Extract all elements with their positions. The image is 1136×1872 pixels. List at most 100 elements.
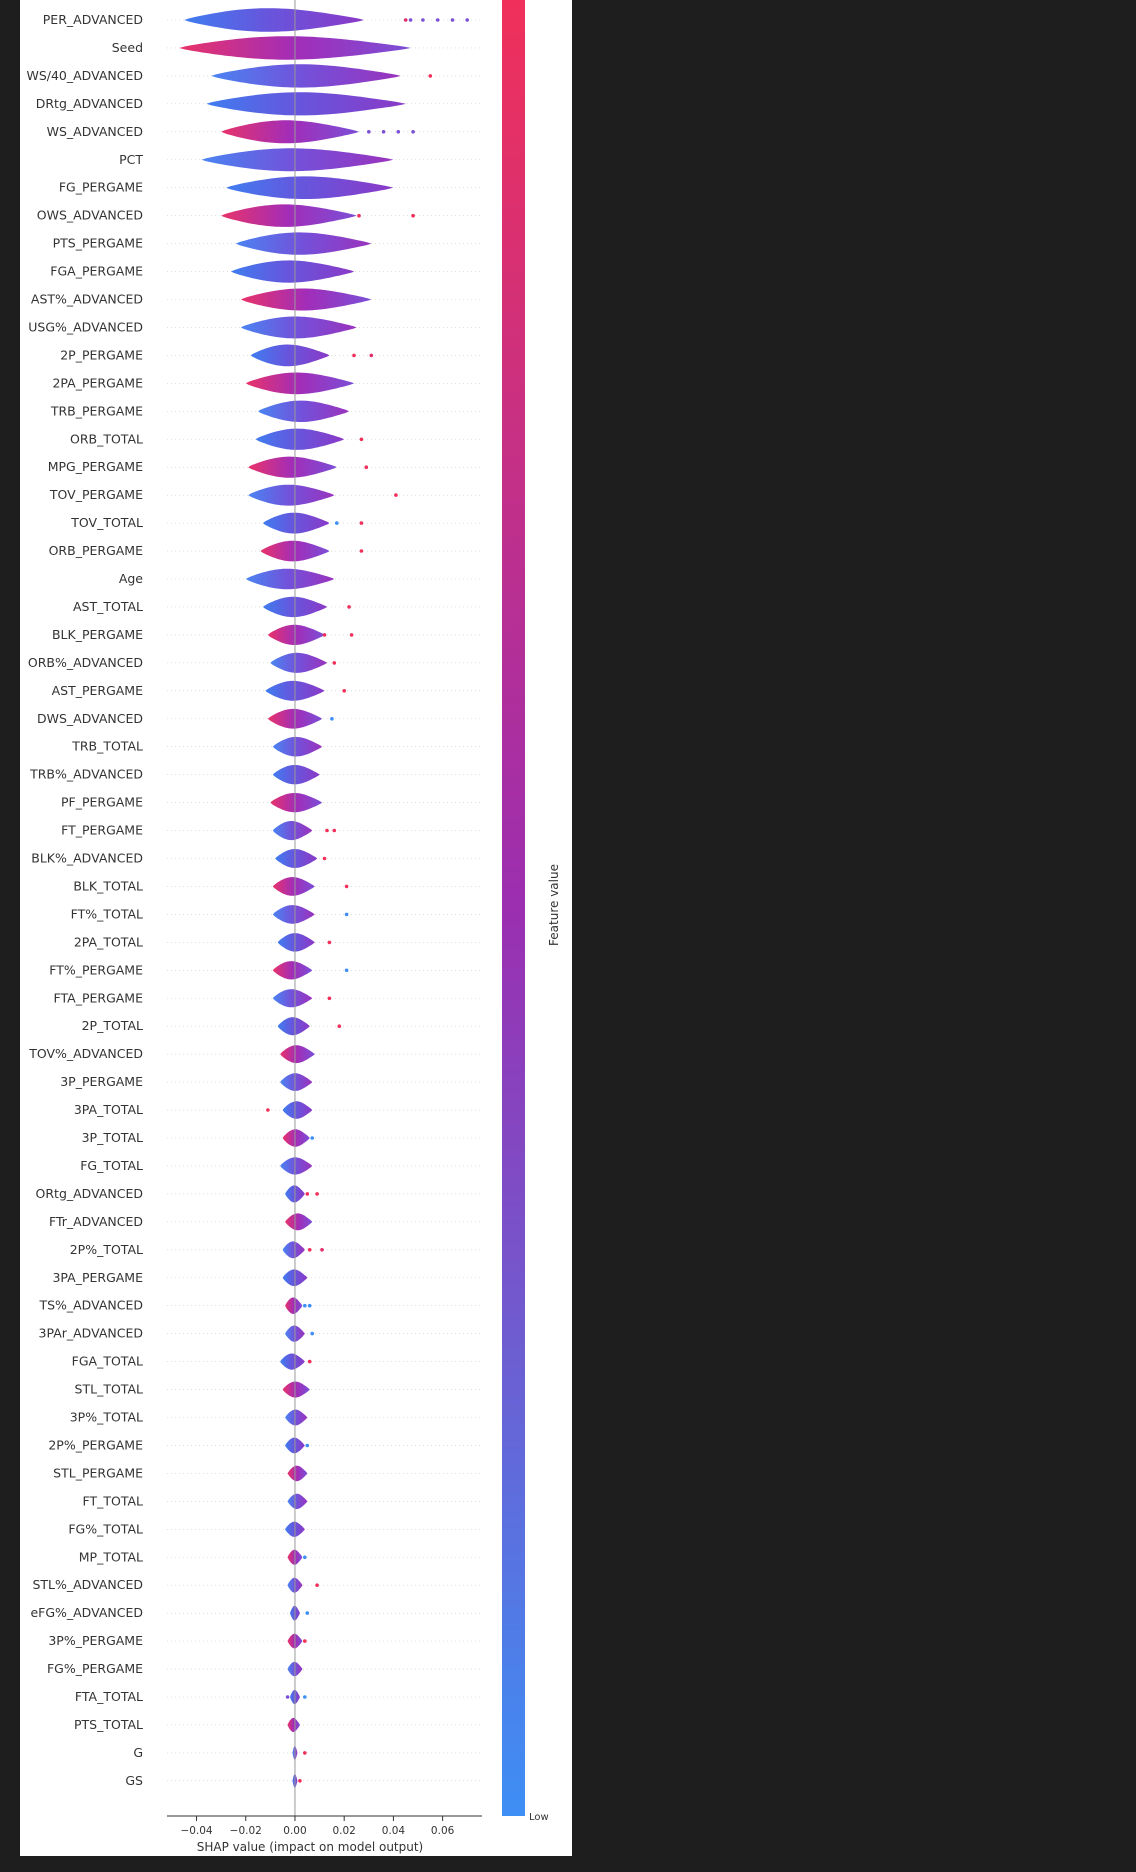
outlier-point <box>298 1779 302 1783</box>
violin-fga-pergame <box>231 260 354 283</box>
feature-label: 2P%_TOTAL <box>70 1242 143 1257</box>
feature-label: PTS_TOTAL <box>74 1717 143 1732</box>
feature-label: FTr_ADVANCED <box>49 1214 143 1229</box>
violin-ft-total <box>287 1493 308 1509</box>
feature-label: 2PA_TOTAL <box>74 934 143 949</box>
violin-stl-pergame <box>287 1465 308 1482</box>
feature-label: ORB_TOTAL <box>70 431 143 446</box>
feature-label: 2P_TOTAL <box>82 1018 143 1033</box>
feature-label: STL_TOTAL <box>75 1382 143 1397</box>
outlier-point <box>359 521 364 525</box>
feature-label: TS%_ADVANCED <box>38 1298 143 1313</box>
violin-pf-pergame <box>270 793 322 813</box>
outlier-point <box>411 130 415 134</box>
feature-label: FG%_PERGAME <box>47 1661 143 1676</box>
violin-blk-total <box>272 877 315 896</box>
feature-label: TRB%_ADVANCED <box>29 767 143 782</box>
violin-trb-pergame <box>258 400 350 422</box>
violin-2p-total <box>277 1017 310 1036</box>
x-axis-label: SHAP value (impact on model output) <box>197 1840 424 1854</box>
x-tick-label: −0.02 <box>230 1825 262 1837</box>
feature-label: 3PAr_ADVANCED <box>39 1326 144 1341</box>
feature-label: WS_ADVANCED <box>47 124 143 139</box>
feature-label: FT_PERGAME <box>61 823 143 838</box>
violin-3pa-total <box>282 1101 313 1119</box>
outlier-point <box>359 437 364 442</box>
feature-label: FT%_TOTAL <box>71 906 143 921</box>
outlier-point <box>307 1359 312 1364</box>
feature-label: 3P_PERGAME <box>60 1074 143 1089</box>
outlier-point <box>322 633 327 637</box>
violin-tov-total <box>263 512 330 534</box>
feature-label: FG%_TOTAL <box>68 1521 143 1536</box>
outlier-point <box>327 940 332 945</box>
violin-ws-40-advanced <box>211 64 401 88</box>
outlier-point <box>307 1303 312 1308</box>
outlier-point <box>421 18 425 22</box>
outlier-point <box>332 828 337 833</box>
feature-label: STL%_ADVANCED <box>32 1577 143 1592</box>
violin-orb-advanced <box>270 652 327 673</box>
x-tick-label: 0.02 <box>332 1825 355 1837</box>
colorbar-low-label: Low <box>529 1812 549 1823</box>
violin-fg-total <box>280 1157 313 1175</box>
feature-label: ORB_PERGAME <box>49 543 143 558</box>
outlier-point <box>303 1639 307 1643</box>
outlier-point <box>344 912 349 917</box>
feature-label: FGA_PERGAME <box>50 264 143 279</box>
feature-label: eFG%_ADVANCED <box>30 1605 143 1620</box>
feature-label: STL_PERGAME <box>53 1465 143 1480</box>
feature-label: 3P_TOTAL <box>82 1130 143 1145</box>
colorbar-title: Feature value <box>547 864 561 946</box>
violin-mpg-pergame <box>248 456 337 478</box>
outlier-point <box>303 1303 307 1308</box>
colorbar <box>502 0 525 1816</box>
feature-label: BLK%_ADVANCED <box>31 851 143 866</box>
outlier-point <box>325 828 329 833</box>
x-tick-label: −0.04 <box>180 1825 212 1837</box>
violin-pct <box>201 148 394 172</box>
feature-label: FGA_TOTAL <box>72 1354 143 1369</box>
feature-label: ORB%_ADVANCED <box>28 655 143 670</box>
violin-3p-pergame <box>280 1073 313 1091</box>
feature-label: PF_PERGAME <box>61 795 143 810</box>
outlier-point <box>349 633 354 637</box>
violin-pts-pergame <box>235 232 372 255</box>
violin-per-advanced <box>184 8 364 32</box>
outlier-point <box>337 1024 342 1028</box>
feature-label: PTS_PERGAME <box>53 236 144 251</box>
feature-label: FG_TOTAL <box>80 1158 143 1173</box>
outlier-point <box>357 213 361 218</box>
violin-ast-advanced <box>240 288 372 311</box>
violin-ftr-advanced <box>285 1213 313 1231</box>
outlier-point <box>305 1192 310 1196</box>
feature-label: 3PA_TOTAL <box>74 1102 143 1117</box>
outlier-point <box>344 884 349 889</box>
outlier-point <box>347 605 351 609</box>
violin-stl-total <box>282 1381 310 1398</box>
feature-label: FT_TOTAL <box>82 1493 143 1508</box>
outlier-point <box>285 1695 290 1699</box>
outlier-point <box>359 549 364 553</box>
outlier-point <box>315 1583 319 1587</box>
x-tick-label: 0.04 <box>382 1825 406 1837</box>
violin-age <box>245 568 335 590</box>
outlier-point <box>450 18 455 22</box>
feature-label: AST%_ADVANCED <box>31 292 143 307</box>
violin-blk-pergame <box>267 624 325 645</box>
feature-label: OWS_ADVANCED <box>37 208 143 223</box>
outlier-point <box>303 1555 307 1560</box>
feature-label: FT%_PERGAME <box>49 962 143 977</box>
feature-label: TOV%_ADVANCED <box>28 1046 143 1061</box>
feature-label: DRtg_ADVANCED <box>36 96 143 111</box>
outlier-point <box>315 1192 319 1196</box>
feature-label: 2PA_PERGAME <box>52 375 143 390</box>
outlier-point <box>266 1108 270 1112</box>
feature-label: 2P_PERGAME <box>60 347 143 362</box>
outlier-point <box>435 18 440 22</box>
outlier-point <box>367 130 371 134</box>
violin-2p-total <box>282 1241 305 1259</box>
feature-label: Seed <box>112 40 143 55</box>
feature-label: USG%_ADVANCED <box>28 319 143 334</box>
outlier-point <box>369 353 374 358</box>
